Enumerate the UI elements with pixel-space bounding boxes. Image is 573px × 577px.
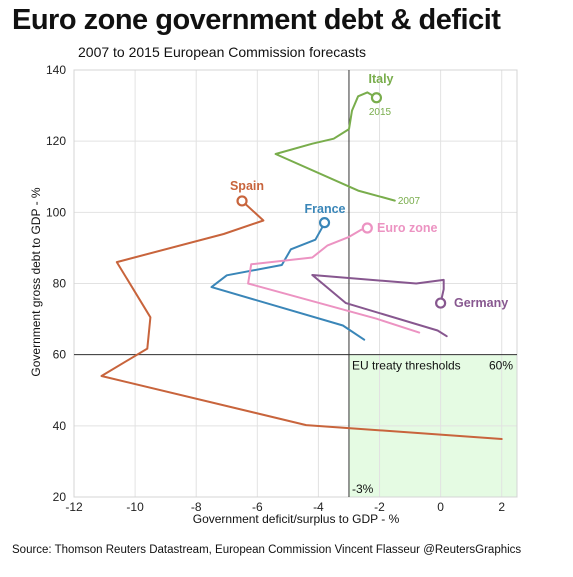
page-title: Euro zone government debt & deficit xyxy=(12,4,501,36)
x-tick-label: -4 xyxy=(313,500,324,514)
series-line-euro-zone xyxy=(247,227,421,334)
annotation-group: Italy Spain France Euro zone Germany 2015 2007… xyxy=(230,72,513,496)
x-tick-label: -8 xyxy=(191,500,202,514)
tick-labels: -12 -10 -8 -6 -4 -2 0 2 20 40 60 80 100 120 140 xyxy=(46,63,505,514)
series-group xyxy=(100,91,503,440)
debt-threshold-value-label: 60% xyxy=(489,359,513,373)
series-line-italy xyxy=(274,91,396,202)
series-line-france xyxy=(210,221,366,341)
x-axis-label: Government deficit/surplus to GDP - % xyxy=(193,512,400,526)
series-end-marker-euro-zone xyxy=(361,222,373,234)
series-label-italy: Italy xyxy=(368,72,393,86)
y-axis-label: Government gross debt to GDP - % xyxy=(29,187,43,377)
y-tick-label: 120 xyxy=(46,134,66,148)
series-end-marker-france xyxy=(318,217,331,229)
series-line-germany xyxy=(311,274,448,338)
y-tick-label: 100 xyxy=(46,205,66,219)
series-label-euro-zone: Euro zone xyxy=(377,221,437,235)
plot-frame xyxy=(73,69,518,498)
deficit-threshold-value-label: -3% xyxy=(352,482,374,496)
x-tick-label: 0 xyxy=(437,500,444,514)
series-label-germany: Germany xyxy=(454,296,508,310)
x-tick-label: -12 xyxy=(65,500,83,514)
y-tick-label: 60 xyxy=(53,348,67,362)
italy-start-year-label: 2007 xyxy=(398,196,421,207)
series-label-france: France xyxy=(305,202,346,216)
x-tick-label: -2 xyxy=(374,500,385,514)
y-tick-label: 80 xyxy=(53,277,67,291)
series-end-marker-spain xyxy=(236,195,248,207)
y-tick-label: 20 xyxy=(53,490,67,504)
x-tick-label: -6 xyxy=(252,500,263,514)
italy-end-year-label: 2015 xyxy=(369,107,392,118)
series-end-marker-italy xyxy=(370,92,383,104)
y-tick-label: 40 xyxy=(53,419,67,433)
series-end-marker-germany xyxy=(435,297,447,309)
threshold-axes xyxy=(74,70,517,497)
page-subtitle: 2007 to 2015 European Commission forecas… xyxy=(78,44,366,60)
y-tick-label: 140 xyxy=(46,63,66,77)
series-line-spain xyxy=(100,199,503,440)
series-label-spain: Spain xyxy=(230,179,264,193)
x-tick-label: -10 xyxy=(126,500,144,514)
source-note: Source: Thomson Reuters Datastream, Euro… xyxy=(12,544,522,556)
eu-treaty-threshold-label: EU treaty thresholds xyxy=(352,359,461,373)
x-tick-label: 2 xyxy=(498,500,505,514)
